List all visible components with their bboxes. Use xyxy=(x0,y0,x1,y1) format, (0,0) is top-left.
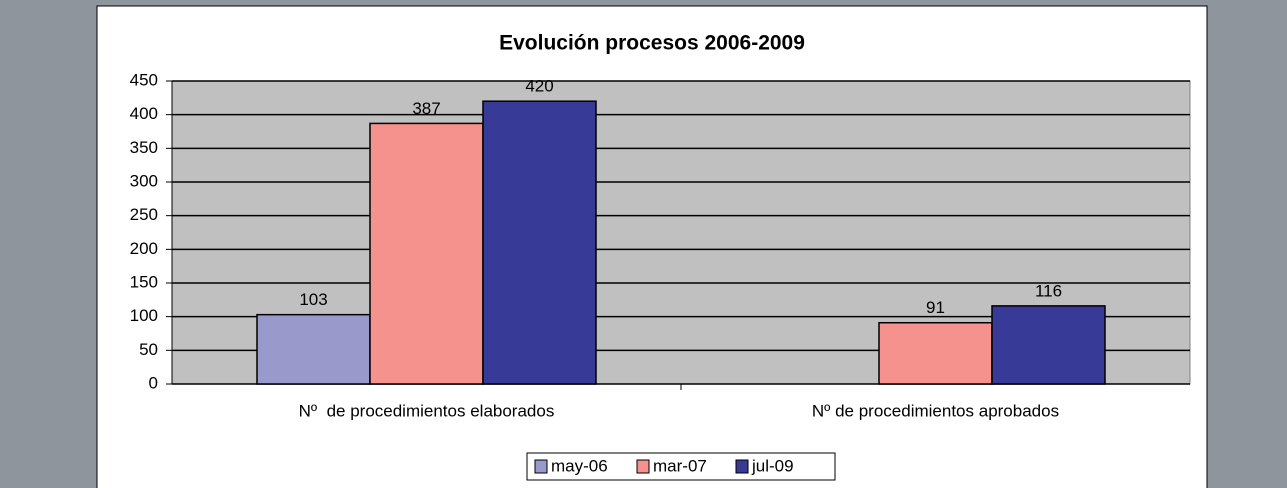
legend-swatch xyxy=(636,459,650,474)
y-tick-label: 100 xyxy=(130,306,158,325)
y-tick-label: 250 xyxy=(130,205,158,224)
bar xyxy=(256,313,371,385)
legend-label: may-06 xyxy=(551,456,608,475)
y-tick-label: 400 xyxy=(130,104,158,123)
x-tick-label: Nº de procedimientos elaborados xyxy=(299,401,555,420)
legend xyxy=(526,452,836,481)
chart-title: Evolución procesos 2006-2009 xyxy=(499,32,805,55)
y-tick-label: 150 xyxy=(130,272,158,291)
bar xyxy=(991,305,1106,385)
legend-swatch xyxy=(735,459,749,474)
y-tick-label: 350 xyxy=(130,138,158,157)
bar xyxy=(482,100,597,385)
bar xyxy=(369,122,484,385)
y-tick-label: 300 xyxy=(130,171,158,190)
bar xyxy=(878,321,993,385)
data-label: 420 xyxy=(525,77,553,96)
y-tick-label: 450 xyxy=(130,70,158,89)
data-label: 116 xyxy=(1035,281,1062,300)
data-label: 91 xyxy=(926,298,945,317)
x-tick-label: Nº de procedimientos aprobados xyxy=(812,401,1059,420)
y-tick-label: 200 xyxy=(130,239,158,258)
legend-label: mar-07 xyxy=(653,456,707,475)
data-label: 103 xyxy=(299,290,327,309)
y-tick-label: 50 xyxy=(139,340,158,359)
legend-label: jul-09 xyxy=(751,456,794,475)
data-label: 387 xyxy=(412,99,440,118)
y-tick-label: 0 xyxy=(149,373,158,392)
legend-swatch xyxy=(534,459,548,474)
